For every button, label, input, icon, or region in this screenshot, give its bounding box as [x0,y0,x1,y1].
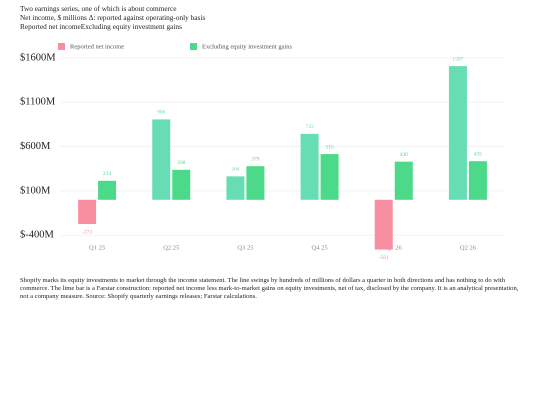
y-tick-label: $1600M [20,52,56,63]
value-label: 338 [177,160,186,166]
value-label: 515 [325,144,334,150]
bar [468,161,487,200]
y-tick-label: $-400M [20,230,54,241]
value-label: -273 [82,229,92,235]
x-tick-label: Q4 25 [312,244,328,251]
legend-swatch [190,43,197,50]
legend-swatch [58,43,65,50]
value-label: -561 [379,255,389,261]
bar [172,169,191,200]
bar [78,199,97,224]
x-tick-label: Q3 25 [237,244,253,251]
chart-title: Two earnings series, one of which is abo… [20,4,177,13]
value-label: 379 [251,156,260,162]
legend-text: Reported net incomeExcluding equity inve… [20,22,182,31]
bar [394,161,413,200]
x-tick-label: Q2 25 [163,244,179,251]
legend-label: Reported net income [70,43,124,50]
value-label: 435 [474,151,483,157]
y-tick-label: $600M [20,141,51,152]
bar [300,133,319,200]
bar [448,66,467,200]
value-label: 430 [400,152,409,158]
x-tick-label: Q1 25 [89,244,105,251]
value-label: 264 [231,167,240,173]
value-label: 906 [157,110,166,116]
bar [98,180,117,200]
legend-label: Excluding equity investment gains [202,43,293,50]
value-label: 743 [305,124,314,130]
bar [374,199,393,250]
bar [226,176,245,200]
value-label: 214 [103,171,112,177]
x-tick-label: Q2 26 [460,244,477,251]
value-label: 1507 [452,56,463,62]
bar [246,166,265,200]
footnote: Shopify marks its equity investments to … [20,277,519,300]
y-tick-label: $1100M [20,97,56,108]
y-tick-label: $100M [20,185,51,196]
bar [320,154,339,200]
chart: $-400M $100M $600M $1100M $1600M Reported net… [20,43,505,261]
chart-subtitle: Net income, $ millions Δ: reported again… [20,13,206,22]
x-tick-label: Q1 26 [386,244,403,251]
bar [152,119,171,200]
